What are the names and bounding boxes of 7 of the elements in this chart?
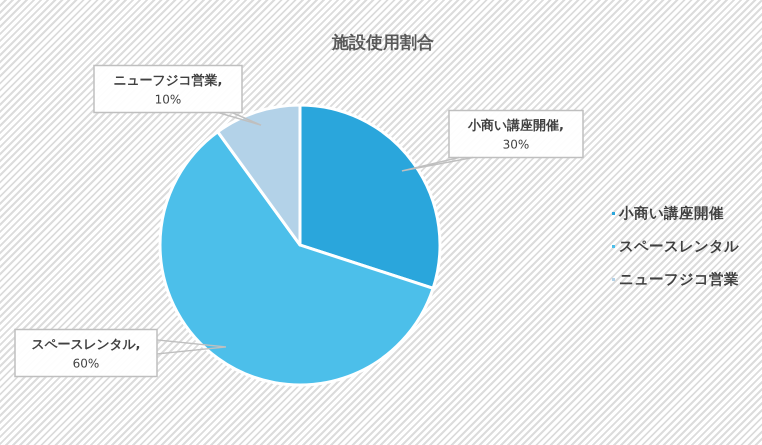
data-label: ニューフジコ営業, 10%: [114, 72, 222, 106]
data-label: スペースレンタル, 60%: [32, 338, 140, 370]
legend-label: 小商い講座開催: [618, 204, 724, 222]
legend-label: スペースレンタル: [619, 239, 740, 255]
chart-title: 施設使用割合: [331, 33, 434, 53]
legend-label: ニューフジコ営業: [619, 271, 739, 288]
data-label: 小商い講座開催, 30%: [467, 118, 564, 152]
